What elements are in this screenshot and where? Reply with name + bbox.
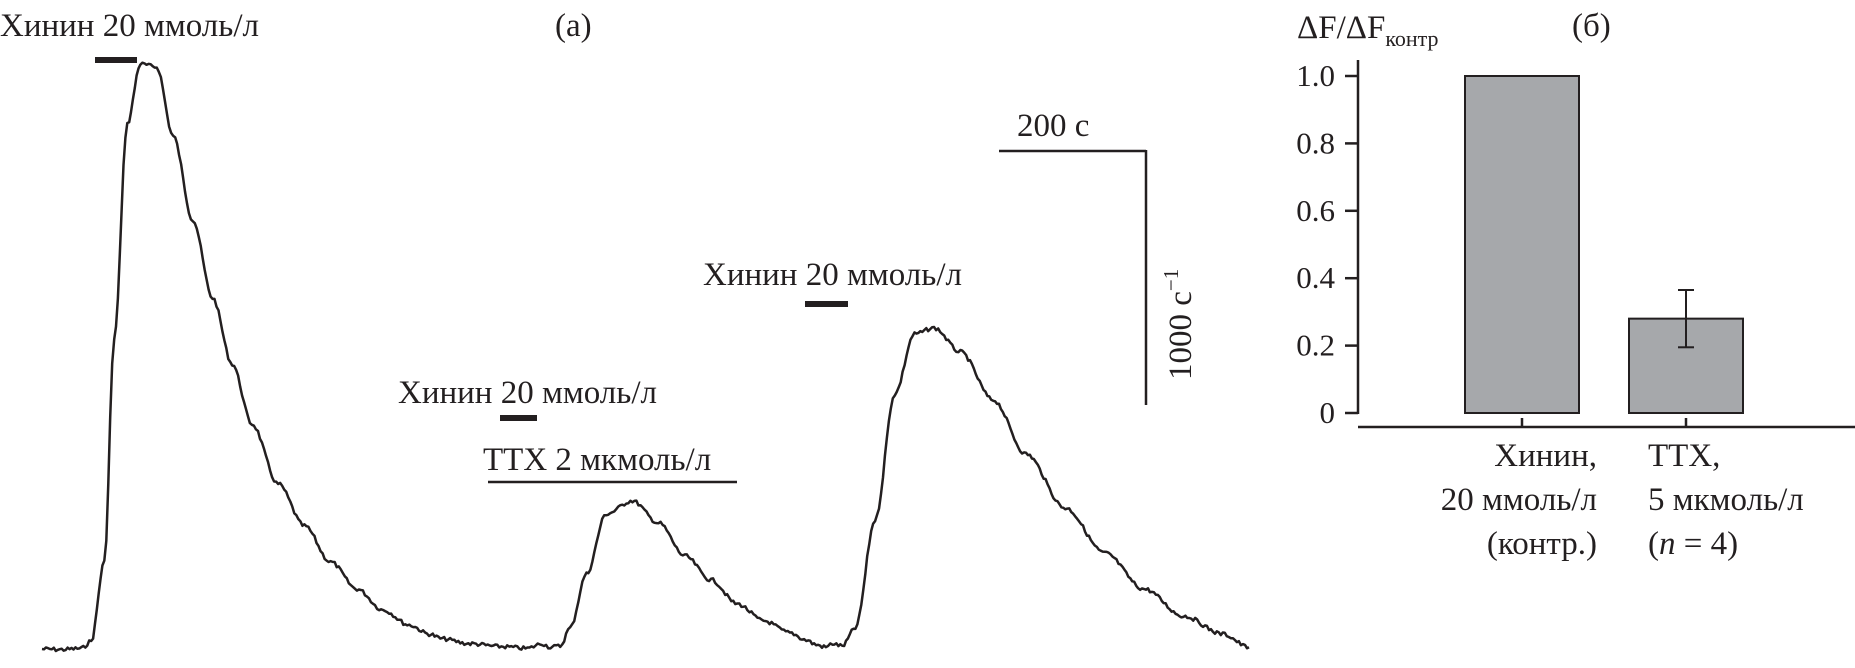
- y-tick-label: 0.2: [1296, 328, 1335, 363]
- panel-b-bars: [1464, 75, 1744, 427]
- category-2-label-line: (n = 4): [1648, 526, 1738, 562]
- category-1-label-line: 20 ммоль/л: [1441, 482, 1597, 518]
- category-2-label-line: 5 мкмоль/л: [1648, 482, 1804, 518]
- rate-scale-label: 1000 с−1: [1159, 269, 1199, 380]
- panel-a-trace-chart: (а) Хинин 20 ммоль/л Хинин 20 ммоль/л TT…: [0, 8, 1250, 653]
- category-1-label-line: Хинин,: [1494, 438, 1597, 474]
- y-tick-label: 0: [1320, 395, 1336, 430]
- panel-b-category-labels: Хинин, 20 ммоль/л (контр.) TTX, 5 мкмоль/л (n…: [1441, 438, 1804, 562]
- category-2-label-line: TTX,: [1648, 438, 1720, 474]
- y-tick-label: 0.8: [1296, 125, 1335, 160]
- quinine-label-3: Хинин 20 ммоль/л: [703, 257, 962, 293]
- panel-b-y-ticks: 0 0.2 0.4 0.6 0.8 1.0: [1296, 58, 1358, 430]
- panel-b-y-axis-title: ΔF/ΔFконтр: [1297, 10, 1439, 51]
- ttx-label: TTX 2 мкмоль/л: [483, 442, 711, 478]
- panel-b-label: (б): [1572, 8, 1611, 44]
- category-1-label-line: (контр.): [1487, 526, 1597, 562]
- time-scale-label: 200 с: [1017, 108, 1089, 144]
- panel-b-bar-chart: (б) ΔF/ΔFконтр 0 0.2 0.4 0.6 0.8 1.0 Хинин, 20…: [1296, 8, 1855, 562]
- bar-2: [1628, 317, 1744, 415]
- bar-1: [1464, 75, 1580, 414]
- y-tick-label: 1.0: [1296, 58, 1335, 93]
- fluorescence-trace-line: [41, 61, 1250, 653]
- quinine-label-2: Хинин 20 ммоль/л: [398, 375, 657, 411]
- panel-a-label: (а): [555, 8, 592, 44]
- quinine-label-1: Хинин 20 ммоль/л: [0, 8, 259, 44]
- y-tick-label: 0.6: [1296, 193, 1335, 228]
- y-tick-label: 0.4: [1296, 260, 1335, 295]
